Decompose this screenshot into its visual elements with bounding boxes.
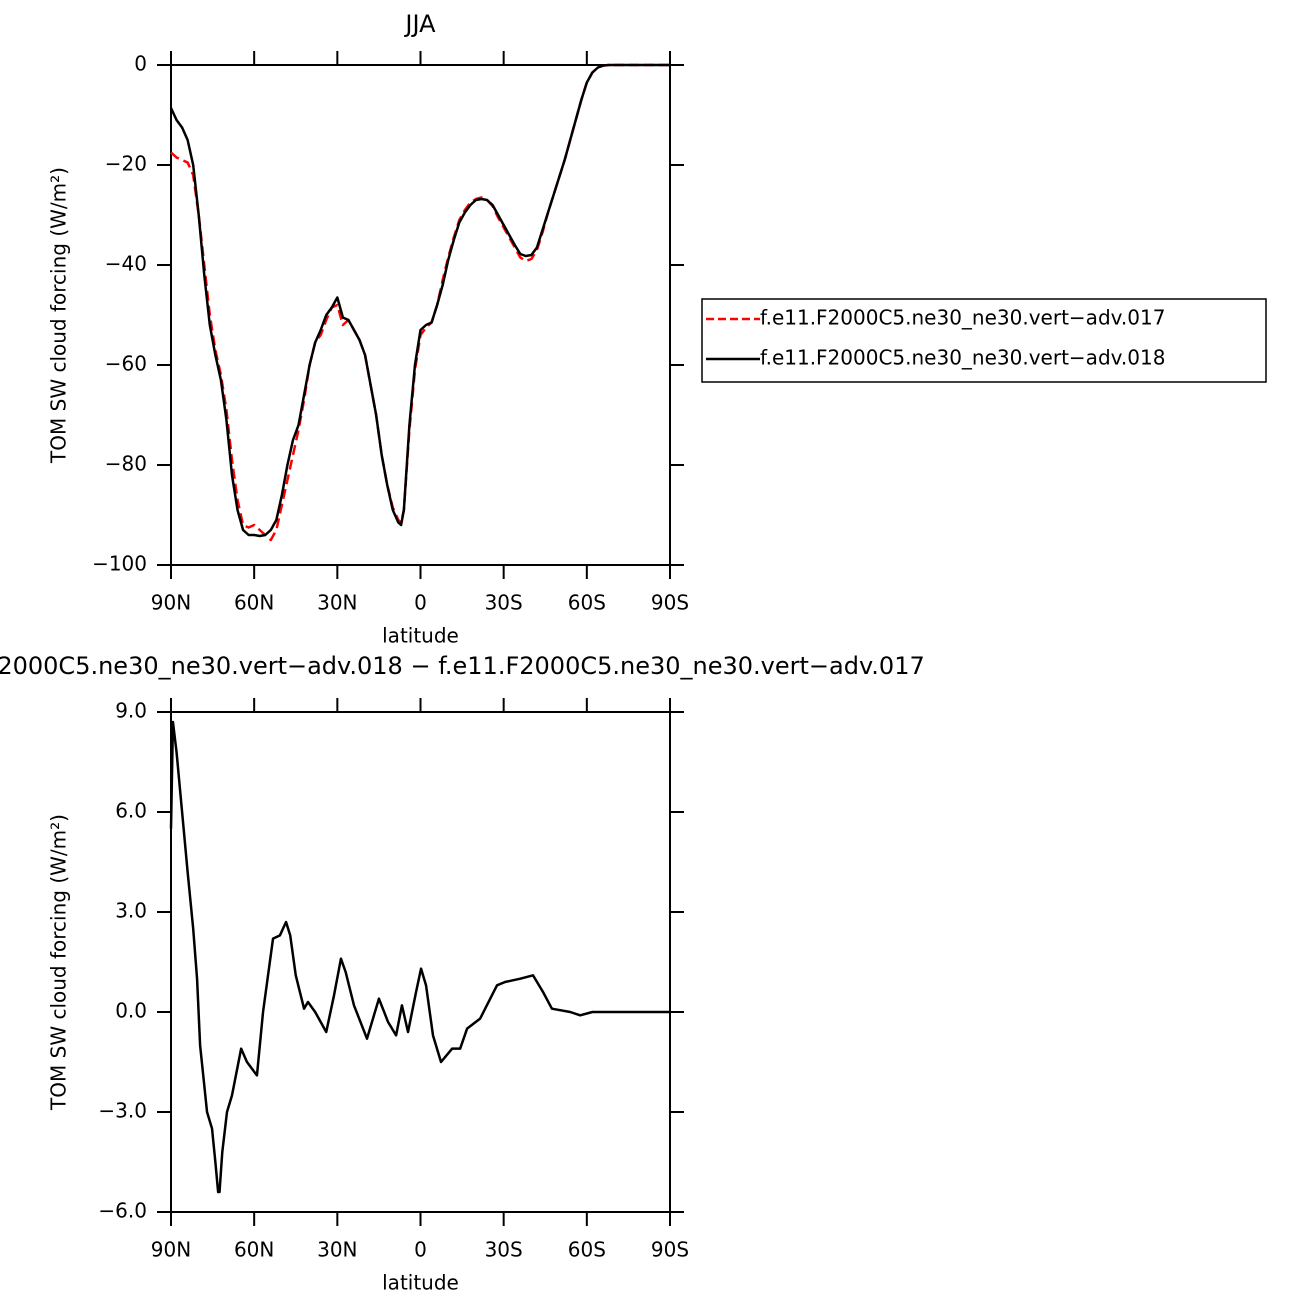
y-tick-label: 6.0 — [115, 799, 147, 823]
x-tick-label: 90N — [151, 1238, 191, 1262]
data-line — [169, 63, 670, 538]
x-tick-label: 0 — [414, 591, 427, 615]
x-tick-label: 30S — [485, 591, 523, 615]
legend-box — [701, 298, 1267, 383]
x-tick-label: 90N — [151, 591, 191, 615]
x-tick-label: 30N — [317, 1238, 357, 1262]
x-tick-label: 0 — [414, 1238, 427, 1262]
chart-title: JJA — [403, 10, 436, 38]
plot-frame — [170, 64, 671, 566]
y-tick-label: −6.0 — [98, 1199, 147, 1223]
x-tick-label: 90S — [651, 591, 689, 615]
x-tick-label: 90S — [651, 1238, 689, 1262]
x-tick-label: 60S — [568, 591, 606, 615]
y-tick-label: −100 — [92, 552, 147, 576]
chart-title: f.e11.F2000C5.ne30_ne30.vert−adv.018 − f… — [0, 652, 925, 680]
data-line — [169, 720, 670, 1194]
x-tick-label: 30N — [317, 591, 357, 615]
y-tick-label: 0.0 — [115, 999, 147, 1023]
y-axis-label: TOM SW cloud forcing (W/m²) — [47, 814, 71, 1111]
data-line — [170, 63, 670, 542]
x-tick-label: 60N — [234, 591, 274, 615]
legend-label: f.e11.F2000C5.ne30_ne30.vert−adv.018 — [760, 346, 1165, 370]
y-tick-label: −40 — [105, 252, 147, 276]
y-tick-label: 0 — [134, 52, 147, 76]
y-tick-label: −80 — [105, 452, 147, 476]
y-tick-label: −20 — [105, 152, 147, 176]
y-axis-label: TOM SW cloud forcing (W/m²) — [47, 167, 71, 464]
legend-label: f.e11.F2000C5.ne30_ne30.vert−adv.017 — [760, 306, 1165, 330]
y-tick-label: 9.0 — [115, 699, 147, 723]
x-tick-label: 30S — [485, 1238, 523, 1262]
x-axis-label: latitude — [382, 1271, 459, 1295]
y-tick-label: 3.0 — [115, 899, 147, 923]
x-tick-label: 60N — [234, 1238, 274, 1262]
plot-frame — [170, 711, 671, 1213]
y-tick-label: −3.0 — [98, 1099, 147, 1123]
y-tick-label: −60 — [105, 352, 147, 376]
x-tick-label: 60S — [568, 1238, 606, 1262]
x-axis-label: latitude — [382, 624, 459, 648]
